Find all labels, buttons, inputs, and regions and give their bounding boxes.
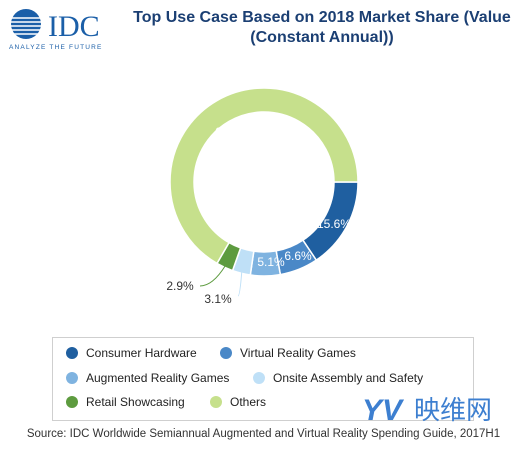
yivian-watermark: YV 映维网 <box>360 392 524 427</box>
legend-label: Virtual Reality Games <box>240 346 356 360</box>
legend-item-augmented-reality-games[interactable]: Augmented Reality Games <box>66 371 229 385</box>
logo-tagline-text: ANALYZE THE FUTURE <box>9 44 103 51</box>
watermark-text: 映维网 <box>414 396 492 426</box>
slice-leader-line <box>237 271 243 297</box>
logo-brand-text: IDC <box>48 10 100 43</box>
watermark-graphic: YV 映维网 <box>362 394 492 427</box>
chart-title: Top Use Case Based on 2018 Market Share … <box>124 8 520 48</box>
legend-swatch <box>210 396 222 408</box>
legend-label: Others <box>230 395 267 409</box>
chart-title-line-2: (Constant Annual)) <box>250 29 394 46</box>
slice-label: 5.1% <box>257 255 285 269</box>
legend-swatch <box>66 396 78 408</box>
slice-label: 6.6% <box>284 249 312 263</box>
source-note: Source: IDC Worldwide Semiannual Augment… <box>26 428 501 440</box>
donut-chart: 15.6% 6.6%5.1% 3.1% 2.9% 66.6% <box>166 87 359 306</box>
legend-swatch <box>253 372 265 384</box>
legend-label: Augmented Reality Games <box>86 371 230 385</box>
legend-item-retail-showcasing[interactable]: Retail Showcasing <box>66 395 185 409</box>
legend-label: Onsite Assembly and Safety <box>273 371 424 385</box>
legend-item-onsite-assembly[interactable]: Onsite Assembly and Safety <box>253 371 423 385</box>
legend-label: Retail Showcasing <box>86 395 185 409</box>
slice-label: 15.6% <box>317 217 351 231</box>
slice-label: 2.9% <box>166 279 194 293</box>
legend-item-consumer-hardware[interactable]: Consumer Hardware <box>66 346 197 360</box>
legend-label: Consumer Hardware <box>86 346 197 360</box>
watermark-mark: YV <box>362 394 405 426</box>
legend-swatch <box>66 347 78 359</box>
legend-item-others[interactable]: Others <box>210 395 266 409</box>
idc-logo-graphic: IDC ANALYZE THE FUTURE <box>9 9 103 51</box>
slice-label: 66.6% <box>215 125 249 139</box>
legend-swatch <box>220 347 232 359</box>
chart-legend: Consumer Hardware Virtual Reality Games … <box>52 337 474 421</box>
slice-leader-line <box>199 265 226 287</box>
idc-logo: IDC ANALYZE THE FUTURE <box>8 6 120 52</box>
donut-slice-others[interactable] <box>169 87 359 265</box>
slice-label: 3.1% <box>204 292 232 306</box>
legend-item-virtual-reality-games[interactable]: Virtual Reality Games <box>220 346 356 360</box>
legend-swatch <box>66 372 78 384</box>
chart-title-line-1: Top Use Case Based on 2018 Market Share … <box>133 9 511 26</box>
